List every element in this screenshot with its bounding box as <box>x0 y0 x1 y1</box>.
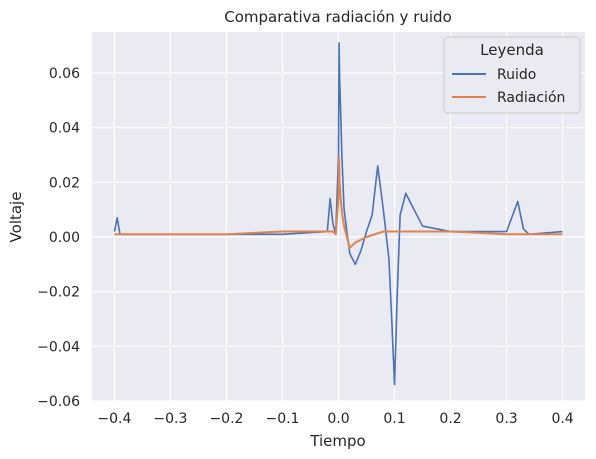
legend-label-ruido: Ruido <box>497 67 536 83</box>
legend-title: Leyenda <box>480 41 544 59</box>
legend-frame <box>443 36 581 114</box>
y-tick-label: −0.04 <box>37 339 80 355</box>
y-tick-label: 0.00 <box>49 230 80 246</box>
series-layer <box>113 42 563 386</box>
x-tick-label: 0.0 <box>327 411 349 427</box>
x-tick-label: 0.1 <box>383 411 405 427</box>
y-tick-label: 0.04 <box>49 121 80 137</box>
x-tick-label: 0.3 <box>495 411 517 427</box>
x-tick-label: 0.4 <box>551 411 573 427</box>
legend-label-radiacion: Radiación <box>497 90 565 106</box>
x-tick-label: −0.4 <box>97 411 131 427</box>
y-tick-label: 0.02 <box>49 175 80 191</box>
y-tick-label: −0.06 <box>37 394 80 410</box>
x-tick-label: 0.2 <box>439 411 461 427</box>
x-tick-label: −0.1 <box>265 411 299 427</box>
x-tick-label: −0.2 <box>209 411 243 427</box>
y-axis-ticks: −0.06 −0.04 −0.02 0.00 0.02 0.04 0.06 <box>37 66 80 410</box>
series-line-0 <box>113 42 563 386</box>
legend: Leyenda Ruido Radiación <box>443 36 581 114</box>
x-axis-ticks: −0.4 −0.3 −0.2 −0.1 0.0 0.1 0.2 0.3 0.4 <box>97 411 573 427</box>
x-tick-label: −0.3 <box>153 411 187 427</box>
y-tick-label: 0.06 <box>49 66 80 82</box>
y-tick-label: −0.02 <box>37 285 80 301</box>
chart-title: Comparativa radiación y ruido <box>224 8 452 26</box>
series-line-1 <box>114 156 563 249</box>
x-axis-label: Tiempo <box>309 432 365 450</box>
y-axis-label: Voltaje <box>7 192 25 243</box>
